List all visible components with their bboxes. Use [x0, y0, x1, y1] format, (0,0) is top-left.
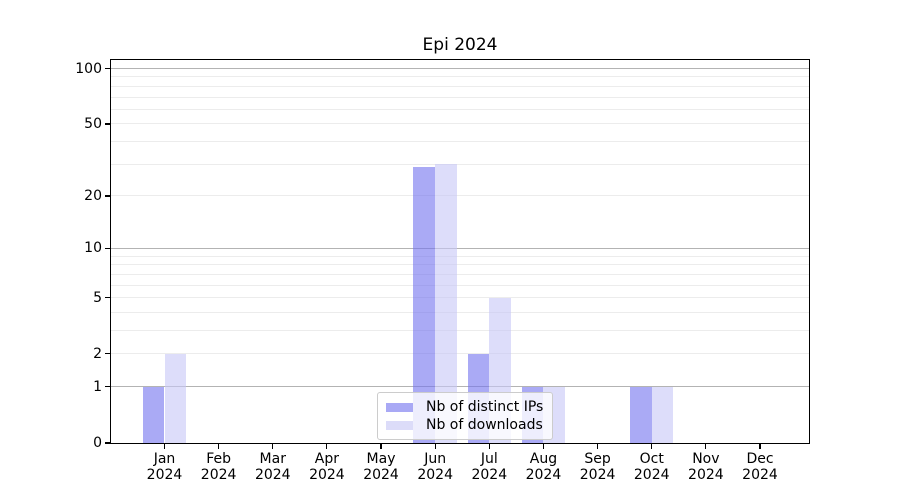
y-tick-label-20: 20	[84, 187, 102, 204]
x-tick-label-apr: Apr 2024	[309, 451, 345, 483]
y-tick-label-10: 10	[84, 240, 102, 257]
legend-swatch-downloads-icon	[386, 420, 413, 430]
gridline-y-7	[111, 273, 809, 275]
bar-downloads-oct	[651, 386, 674, 443]
x-tick-label-jun: Jun 2024	[417, 451, 453, 483]
y-tick-label-0: 0	[93, 435, 102, 451]
y-tick-label-50: 50	[84, 115, 102, 132]
y-tick-label-100: 100	[75, 60, 102, 77]
y-tick-mark-0	[105, 442, 110, 444]
x-tick-mark-jan	[163, 444, 166, 449]
y-tick-label-5: 5	[93, 289, 102, 306]
gridline-y-6	[111, 284, 809, 286]
x-tick-mark-sep	[596, 444, 599, 449]
gridline-y-60	[111, 108, 809, 110]
y-tick-mark-20	[105, 195, 110, 197]
gridline-y-3	[111, 330, 809, 332]
gridline-y-8	[111, 264, 809, 266]
y-tick-mark-10	[105, 247, 110, 250]
gridline-y-70	[111, 96, 809, 98]
x-tick-mark-dec	[759, 444, 761, 449]
x-tick-label-oct: Oct 2024	[633, 451, 670, 483]
x-tick-label-aug: Aug 2024	[525, 451, 562, 483]
y-tick-mark-2	[105, 353, 110, 355]
bar-downloads-jun	[435, 164, 457, 443]
legend-swatch-distinct-ips-icon	[386, 402, 413, 412]
x-tick-mark-nov	[705, 444, 707, 449]
x-tick-mark-feb	[218, 444, 220, 449]
x-tick-mark-jul	[488, 444, 490, 449]
legend-row-downloads: Nb of downloads	[386, 416, 543, 434]
gridline-y-30	[111, 163, 809, 165]
x-tick-mark-jun	[434, 444, 436, 449]
x-tick-mark-mar	[272, 444, 274, 449]
gridline-y-9	[111, 255, 809, 257]
y-tick-mark-5	[105, 297, 110, 299]
bar-distinct-ips-oct	[630, 386, 652, 443]
x-tick-label-sep: Sep 2024	[579, 451, 616, 483]
y-tick-label-2: 2	[93, 345, 102, 362]
plot-area: 0 1 2 5 10 20 50 100 Jan 2024 Feb 2024 Mar 2024 Ap…	[75, 59, 810, 482]
gridline-y-90	[111, 76, 809, 78]
gridline-y-40	[111, 141, 809, 143]
x-tick-mark-may	[380, 444, 382, 449]
y-tick-mark-100	[105, 67, 110, 70]
x-tick-label-nov: Nov 2024	[688, 451, 724, 483]
x-tick-label-jan: Jan 2024	[146, 451, 183, 483]
legend-label-downloads: Nb of downloads	[426, 417, 543, 433]
gridline-y-100	[111, 68, 809, 69]
gridline-y-20	[111, 195, 809, 197]
legend-row-distinct-ips: Nb of distinct IPs	[386, 398, 543, 416]
y-tick-mark-50	[105, 123, 110, 125]
x-tick-mark-aug	[542, 444, 545, 449]
bar-distinct-ips-jun	[413, 167, 436, 443]
gridline-y-80	[111, 85, 809, 87]
legend-label-distinct-ips: Nb of distinct IPs	[426, 399, 544, 415]
x-tick-label-mar: Mar 2024	[254, 451, 291, 483]
x-tick-label-may: May 2024	[363, 451, 399, 483]
x-tick-mark-apr	[326, 444, 328, 449]
gridline-y-10	[111, 247, 809, 249]
x-tick-label-dec: Dec 2024	[742, 451, 778, 483]
x-tick-mark-oct	[651, 444, 653, 449]
x-tick-label-jul: Jul 2024	[471, 451, 508, 483]
gridline-y-50	[111, 123, 809, 125]
chart-title: Epi 2024	[422, 35, 498, 55]
gridline-y-2	[111, 353, 809, 355]
gridline-y-5	[111, 297, 809, 299]
y-tick-label-1: 1	[93, 378, 102, 395]
gridline-y-4	[111, 311, 809, 313]
y-tick-mark-1	[105, 386, 110, 388]
bar-downloads-jan	[164, 353, 187, 443]
x-tick-label-feb: Feb 2024	[200, 451, 237, 483]
bar-distinct-ips-jan	[142, 386, 165, 443]
gridline-y-1	[111, 386, 809, 388]
legend: Nb of distinct IPs Nb of downloads	[377, 392, 554, 440]
